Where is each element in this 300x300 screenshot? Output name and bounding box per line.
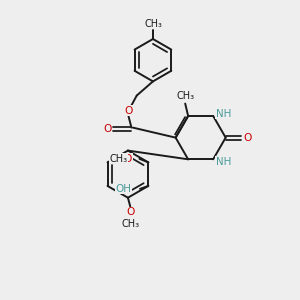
Text: O: O [124,106,133,116]
Text: NH: NH [216,109,231,118]
Text: O: O [124,154,132,164]
Text: CH₃: CH₃ [122,219,140,229]
Text: CH₃: CH₃ [109,154,127,164]
Text: O: O [103,124,112,134]
Text: O: O [126,207,134,218]
Text: CH₃: CH₃ [144,19,162,29]
Text: O: O [243,133,252,142]
Text: OH: OH [115,184,131,194]
Text: CH₃: CH₃ [176,91,194,101]
Text: NH: NH [216,157,231,167]
